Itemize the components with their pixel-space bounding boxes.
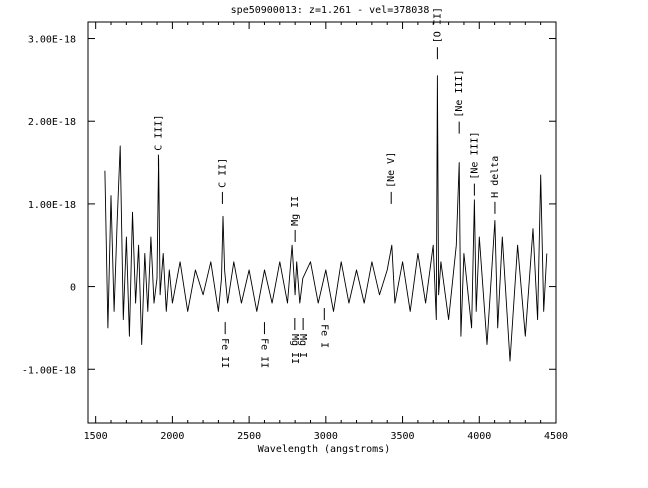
line-label: [O II] [432, 7, 443, 43]
line-label: [Ne III] [454, 69, 465, 117]
x-tick-label: 2500 [237, 431, 261, 442]
line-label: Mg I [297, 334, 308, 358]
series-layer [104, 75, 548, 362]
y-tick-label: -1.00E-18 [22, 365, 76, 376]
y-tick-label: 3.00E-18 [28, 35, 76, 46]
plot-frame [87, 21, 557, 424]
x-tick-label: 4000 [467, 431, 491, 442]
line-label: Fe II [219, 338, 230, 368]
x-tick-label: 4500 [544, 431, 568, 442]
x-tick-label: 3500 [391, 431, 415, 442]
y-tick-label: 0 [70, 283, 76, 294]
x-axis-label: Wavelength (angstroms) [258, 444, 390, 455]
y-axis-ticks: -1.00E-18 0 1.00E-18 2.00E-18 3.00E-18 [22, 35, 556, 376]
line-label: C III] [153, 115, 164, 151]
line-label: C II] [217, 158, 228, 188]
x-tick-label: 1500 [84, 431, 108, 442]
line-label: Mg II [289, 334, 300, 364]
y-tick-label: 2.00E-18 [28, 117, 76, 128]
line-label: [Ne V] [386, 152, 397, 188]
spectrum-line [104, 75, 548, 362]
x-tick-label: 3000 [314, 431, 338, 442]
y-tick-label: 1.00E-18 [28, 200, 76, 211]
chart-title: spe50900013: z=1.261 - vel=378038 [231, 5, 430, 16]
line-label: Fe I [318, 324, 329, 348]
x-axis-ticks: 1500 2000 2500 3000 3500 4000 4500 [84, 22, 568, 442]
line-label: Mg II [290, 196, 301, 226]
line-label: [Ne III] [469, 131, 480, 179]
line-label: H delta [490, 156, 501, 198]
x-tick-label: 2000 [160, 431, 184, 442]
line-label: Fe II [258, 338, 269, 368]
